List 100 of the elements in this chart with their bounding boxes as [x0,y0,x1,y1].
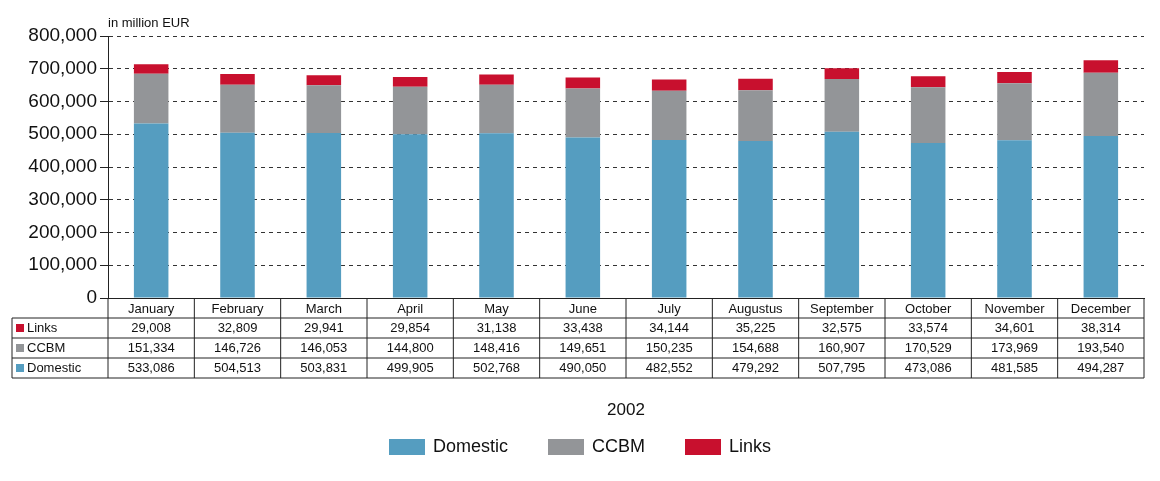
x-tick-label: Augustus [728,301,784,317]
data-label: 32,809 [217,319,258,335]
bar [392,77,428,87]
data-label: 31,138 [476,319,517,335]
data-label: 150,235 [645,339,693,355]
x-tick-label: June [568,301,597,317]
y-tick-label: 200,000 [28,220,97,242]
bar [220,132,255,298]
data-label: 29,854 [390,319,431,335]
bar [220,84,255,133]
data-label: 34,144 [649,319,690,335]
data-label: 29,941 [303,319,344,335]
bar [997,71,1032,84]
x-tick-label: September [810,301,875,317]
data-label: 154,688 [732,339,779,355]
bar [565,88,601,138]
data-label: 144,800 [386,339,434,355]
bar [306,75,342,86]
x-tick-label: October [905,301,952,317]
data-label: 502,768 [473,359,520,375]
data-label: 482,552 [645,359,693,375]
legend-label: Links [27,319,58,335]
bar [392,86,428,135]
x-tick-label: February [211,301,264,317]
data-label: 149,651 [559,339,607,355]
data-label: 503,831 [300,359,348,375]
bar [910,143,946,298]
y-tick-label: 100,000 [28,253,97,275]
data-label: 34,601 [994,319,1035,335]
bar [824,131,860,298]
bar [910,87,946,144]
data-label: 479,292 [732,359,779,375]
text: Domestic [432,436,508,456]
data-label: 35,225 [735,319,776,335]
bar [306,133,342,298]
x-tick-label: April [397,301,424,317]
bar [824,79,860,132]
bar [1083,72,1119,137]
bar [997,83,1032,141]
bar [651,139,687,298]
x-tick-label: March [305,301,342,317]
data-label: 32,575 [821,319,862,335]
data-label: 504,513 [214,359,261,375]
bar [910,76,946,88]
legend-label: Domestic [27,359,82,375]
y-tick-label: 400,000 [28,155,97,177]
data-label: 533,086 [127,359,175,375]
y-tick-label: 600,000 [28,89,97,111]
bar [306,85,342,133]
bar [479,133,514,298]
bar [651,90,687,140]
data-label: 490,050 [559,359,607,375]
bar [997,140,1032,298]
data-label: 507,795 [818,359,866,375]
data-label: 170,529 [904,339,952,355]
y-axis-title: in million EUR [108,15,190,31]
x-tick-label: December [1070,301,1132,317]
data-label: 193,540 [1077,339,1125,355]
data-label: 151,334 [127,339,175,355]
data-label: 499,905 [386,359,434,375]
y-tick-label: 700,000 [28,56,97,78]
text: CCBM [591,436,645,456]
bar [133,73,169,124]
data-label: 173,969 [991,339,1038,355]
x-tick-label: May [484,301,510,317]
text: Links [728,436,772,456]
x-tick-label: November [984,301,1046,317]
data-label: 160,907 [818,339,866,355]
bar [824,68,860,79]
y-tick-label: 500,000 [28,122,97,144]
data-label: 29,008 [131,319,172,335]
data-label: 148,416 [473,339,520,355]
y-tick-label: 300,000 [28,187,97,209]
data-label: 494,287 [1077,359,1125,375]
bar [479,84,514,134]
data-label: 33,438 [562,319,603,335]
bar [1083,136,1119,298]
bar [392,134,428,298]
bar [1083,60,1119,73]
bar [565,137,601,298]
data-label: 38,314 [1080,319,1121,335]
x-tick-label: July [657,301,682,317]
bar [220,73,255,85]
y-tick-label: 800,000 [28,24,97,46]
y-tick-label: 0 [86,286,97,308]
x-tick-label: January [128,301,175,317]
text: 2002 [607,399,645,419]
data-label: 481,585 [991,359,1038,375]
legend-label: CCBM [27,339,66,355]
bar [133,123,169,298]
bar [133,64,169,74]
data-label: 33,574 [908,319,949,335]
data-label: 146,726 [214,339,261,355]
bar [738,78,773,91]
bar [651,79,687,91]
data-label: 473,086 [904,359,952,375]
data-label: 146,053 [300,339,348,355]
bar [738,90,773,142]
bar [565,77,601,89]
bar [738,141,773,298]
